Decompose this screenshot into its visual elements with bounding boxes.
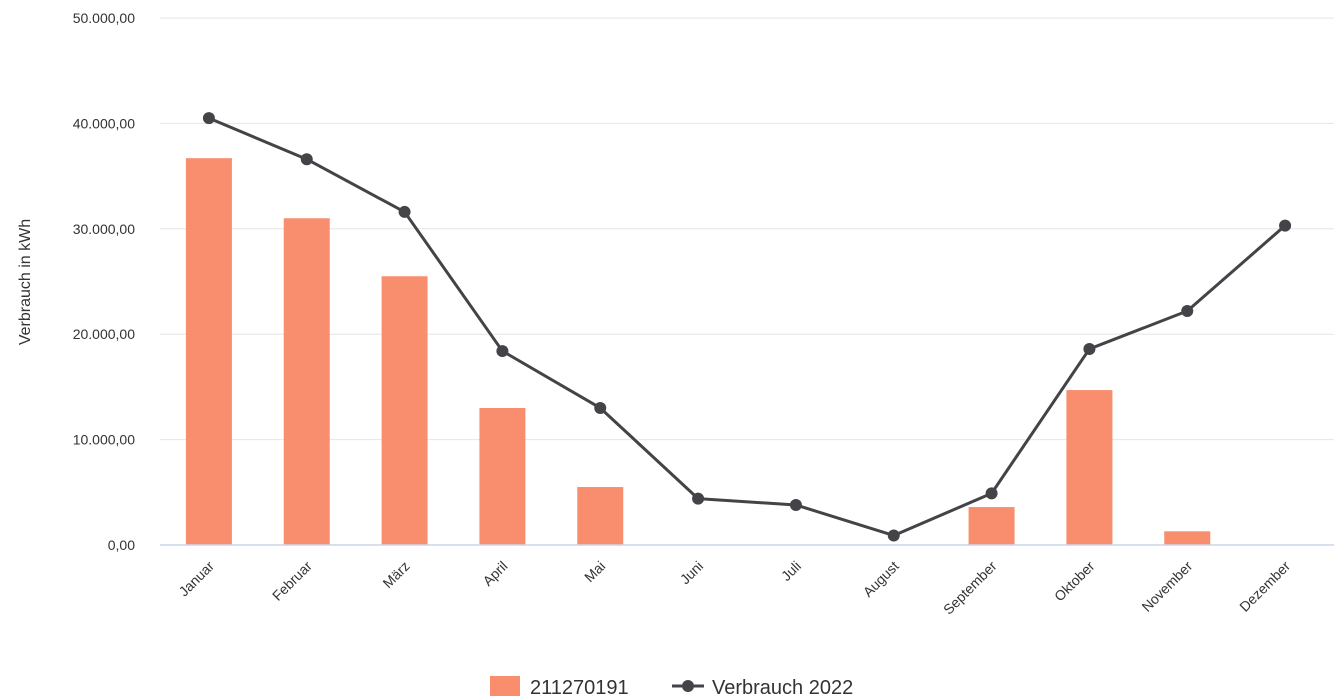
y-tick-label: 50.000,00 xyxy=(73,10,135,26)
line-point[interactable] xyxy=(300,153,313,166)
series-line xyxy=(208,116,1287,538)
x-tick-label: April xyxy=(479,558,510,589)
x-tick-label: Oktober xyxy=(1051,558,1098,605)
y-tick-label: 10.000,00 xyxy=(73,432,135,448)
x-tick-label: August xyxy=(860,558,902,600)
line-point[interactable] xyxy=(1279,219,1292,232)
bar[interactable] xyxy=(283,218,330,545)
x-tick-label: März xyxy=(379,558,412,591)
legend-bar-label: 211270191 xyxy=(530,677,629,698)
x-tick-label: Februar xyxy=(269,558,315,604)
line-point[interactable] xyxy=(1181,305,1194,318)
bar[interactable] xyxy=(1066,390,1113,545)
line-point[interactable] xyxy=(1083,342,1096,355)
bar[interactable] xyxy=(381,276,428,545)
line-point[interactable] xyxy=(692,492,705,505)
line-point[interactable] xyxy=(398,205,411,218)
line-point[interactable] xyxy=(985,487,998,500)
line-point[interactable] xyxy=(887,529,900,542)
bar[interactable] xyxy=(968,507,1015,545)
x-axis-tick-labels: Januar Februar März April Mai Juni Juli August S… xyxy=(175,558,1293,618)
y-tick-label: 30.000,00 xyxy=(73,221,135,237)
x-tick-label: Januar xyxy=(175,558,217,600)
legend-line-marker xyxy=(682,680,694,692)
line-point[interactable] xyxy=(202,112,215,125)
bar[interactable] xyxy=(577,487,624,545)
legend: 211270191 Verbrauch 2022 xyxy=(490,676,853,698)
y-tick-label: 20.000,00 xyxy=(73,326,135,342)
y-tick-label: 40.000,00 xyxy=(73,115,135,131)
grid-lines xyxy=(160,17,1334,441)
y-tick-label: 0,00 xyxy=(108,537,135,553)
x-tick-label: Juli xyxy=(778,558,804,584)
x-tick-label: September xyxy=(940,558,1000,618)
x-tick-label: November xyxy=(1138,558,1195,615)
x-tick-label: Dezember xyxy=(1236,558,1293,615)
x-tick-label: Mai xyxy=(581,558,608,585)
bar[interactable] xyxy=(185,158,232,545)
line-series xyxy=(202,112,1292,542)
legend-item-bar-series[interactable]: 211270191 xyxy=(490,676,629,698)
legend-item-line-series[interactable]: Verbrauch 2022 xyxy=(672,677,853,698)
line-point[interactable] xyxy=(594,401,607,414)
y-axis-title: Verbrauch in kWh xyxy=(17,219,34,345)
line-point[interactable] xyxy=(789,498,802,511)
legend-line-label: Verbrauch 2022 xyxy=(712,677,853,698)
x-tick-label: Juni xyxy=(677,558,706,587)
bar[interactable] xyxy=(1164,531,1211,545)
bar-series xyxy=(185,158,1211,545)
y-axis-tick-labels: 0,00 10.000,00 20.000,00 30.000,00 40.000,00… xyxy=(73,10,136,553)
bar[interactable] xyxy=(479,407,526,545)
legend-bar-swatch xyxy=(490,676,520,696)
line-point[interactable] xyxy=(496,345,509,358)
